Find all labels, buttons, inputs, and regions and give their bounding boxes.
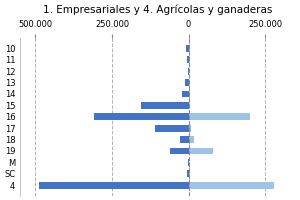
Bar bbox=[155, 125, 189, 132]
Bar bbox=[186, 45, 189, 52]
Bar bbox=[188, 170, 189, 177]
Bar bbox=[189, 136, 194, 143]
Bar bbox=[189, 182, 274, 189]
Bar bbox=[180, 136, 189, 143]
Bar bbox=[188, 68, 189, 75]
Title: 1. Empresariales y 4. Agrícolas y ganaderas: 1. Empresariales y 4. Agrícolas y ganade… bbox=[43, 4, 273, 15]
Bar bbox=[189, 125, 191, 132]
Bar bbox=[141, 102, 189, 109]
Bar bbox=[189, 148, 213, 154]
Bar bbox=[169, 148, 189, 154]
Bar bbox=[182, 91, 189, 97]
Bar bbox=[189, 113, 250, 120]
Bar bbox=[185, 79, 189, 86]
Bar bbox=[94, 113, 189, 120]
Bar bbox=[38, 182, 189, 189]
Bar bbox=[189, 91, 190, 97]
Bar bbox=[188, 56, 189, 63]
Bar bbox=[188, 159, 189, 166]
